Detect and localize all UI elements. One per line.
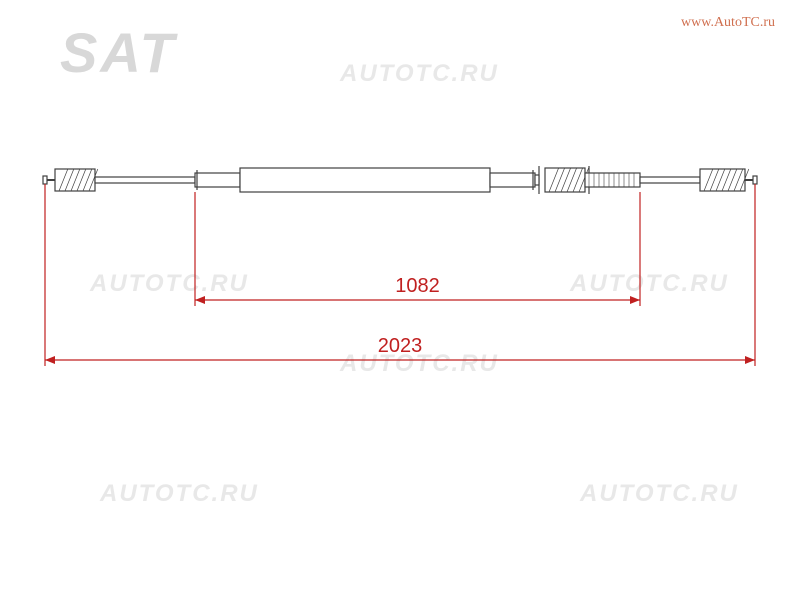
dimension-label: 2023 xyxy=(378,335,423,357)
drawing-canvas: SAT AUTOTC.RU AUTOTC.RU AUTOTC.RU AUTOTC… xyxy=(0,0,800,600)
dimension-label: 1082 xyxy=(395,275,440,297)
technical-drawing: 1082 2023 xyxy=(0,0,800,600)
